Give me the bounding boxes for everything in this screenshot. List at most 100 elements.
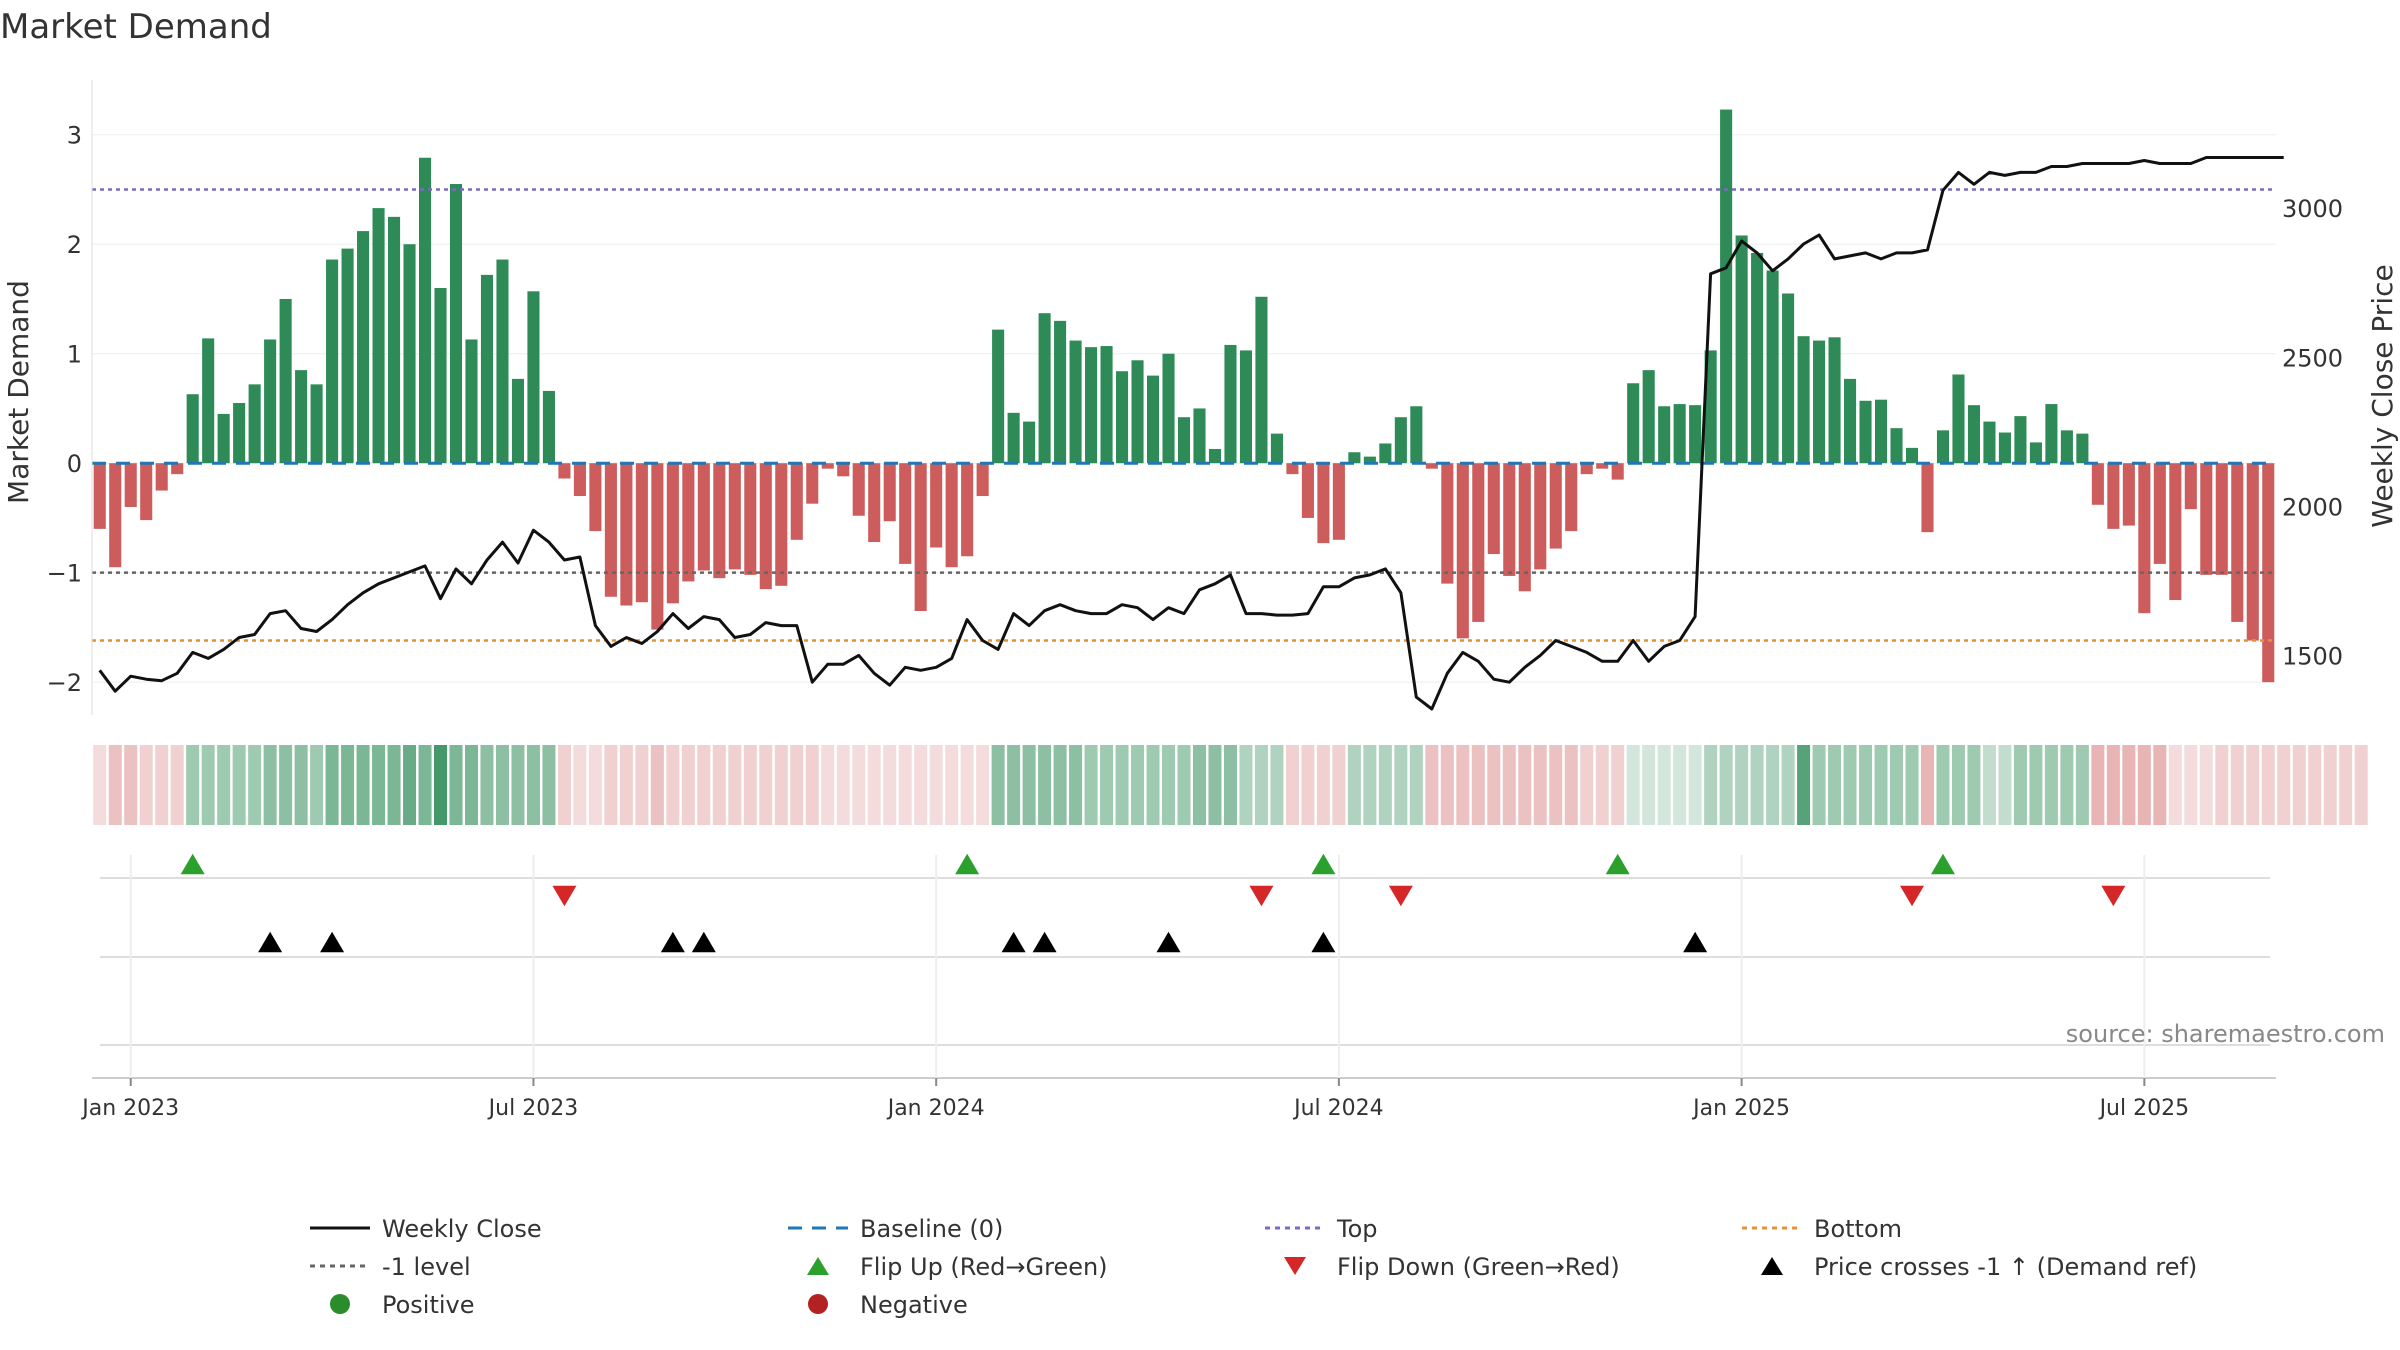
heat-cell — [263, 745, 277, 825]
heat-cell — [1192, 745, 1206, 825]
heat-cell — [1735, 745, 1749, 825]
demand-bar — [1023, 421, 1036, 464]
legend-item: Positive — [330, 1291, 475, 1319]
heat-cell — [976, 745, 990, 825]
demand-bar — [806, 463, 819, 504]
demand-bar — [790, 463, 803, 540]
demand-bar — [1162, 353, 1175, 464]
heat-cell — [1053, 745, 1067, 825]
demand-bar — [1131, 360, 1144, 464]
demand-bar — [217, 413, 230, 464]
heat-cell — [418, 745, 432, 825]
demand-bar — [202, 338, 215, 464]
legend-label: Negative — [860, 1291, 968, 1319]
y-tick-label: 2 — [67, 231, 82, 259]
price-cross-marker — [320, 931, 345, 953]
heat-cell — [1781, 745, 1795, 825]
demand-bar — [1193, 408, 1206, 464]
legend-label: -1 level — [382, 1253, 471, 1281]
demand-bar — [2200, 463, 2213, 575]
heat-cell — [2308, 745, 2322, 825]
demand-bar — [511, 378, 524, 464]
heat-cell — [2261, 745, 2275, 825]
demand-bar — [171, 463, 184, 475]
event-markers — [100, 853, 2270, 1046]
demand-bar — [558, 463, 571, 479]
legend-label: Baseline (0) — [860, 1215, 1003, 1243]
demand-bar — [1673, 404, 1686, 464]
legend-label: Price crosses -1 ↑ (Demand ref) — [1814, 1253, 2197, 1281]
heat-cell — [1440, 745, 1454, 825]
demand-bar — [1627, 383, 1640, 464]
y2-tick-label: 1500 — [2282, 642, 2343, 670]
heat-cell — [1874, 745, 1888, 825]
demand-bar — [1921, 463, 1934, 533]
demand-bar — [2060, 430, 2073, 464]
heat-cell — [774, 745, 788, 825]
legend-item: Bottom — [1742, 1215, 1902, 1243]
heat-cell — [2323, 745, 2337, 825]
flip-down-marker — [1900, 885, 1924, 907]
demand-bar — [279, 298, 292, 464]
demand-heat-strip — [93, 745, 2368, 825]
demand-bar — [945, 463, 958, 568]
heat-cell — [666, 745, 680, 825]
demand-bar — [1317, 463, 1330, 544]
demand-bar — [1394, 417, 1407, 464]
heat-cell — [1487, 745, 1501, 825]
weekly-close-series — [98, 156, 2284, 711]
demand-bar — [2045, 404, 2058, 464]
demand-bar — [418, 157, 432, 464]
demand-bar — [1642, 370, 1655, 464]
legend-item: Flip Down (Green→Red) — [1284, 1253, 1620, 1281]
legend-label: Weekly Close — [382, 1215, 542, 1243]
heat-cell — [2153, 745, 2167, 825]
demand-bar — [697, 463, 710, 571]
demand-bar — [1410, 406, 1423, 464]
heat-cell — [1626, 745, 1640, 825]
demand-bar — [1797, 336, 1810, 464]
demand-bar — [666, 463, 679, 604]
demand-bar — [1658, 406, 1671, 464]
demand-bar — [1813, 340, 1826, 464]
heat-cell — [1131, 745, 1145, 825]
heat-cell — [1270, 745, 1284, 825]
heat-cell — [1100, 745, 1114, 825]
demand-bar — [465, 339, 478, 464]
heat-cell — [557, 745, 571, 825]
y-axis-label: Market Demand — [2, 280, 35, 504]
legend-label: Bottom — [1814, 1215, 1902, 1243]
y-tick-label: 3 — [67, 122, 82, 150]
legend-swatch — [808, 1294, 828, 1314]
demand-axis: 3 2 1 0 −1 −2 — [47, 80, 93, 715]
demand-bar — [604, 463, 617, 597]
heat-cell — [2106, 745, 2120, 825]
legend-label: Flip Down (Green→Red) — [1337, 1253, 1620, 1281]
heat-cell — [1084, 745, 1098, 825]
demand-bar — [1735, 235, 1748, 464]
heat-cell — [1859, 745, 1873, 825]
demand-bar — [2169, 463, 2182, 601]
demand-bar — [1425, 463, 1438, 469]
demand-bar — [1689, 405, 1702, 464]
heat-cell — [1394, 745, 1408, 825]
demand-bar — [1085, 347, 1098, 464]
heat-cell — [650, 745, 664, 825]
demand-bar — [140, 463, 153, 521]
heat-cell — [2013, 745, 2027, 825]
heat-cell — [1564, 745, 1578, 825]
heat-cell — [1456, 745, 1470, 825]
demand-bar — [155, 463, 168, 491]
demand-bar — [1208, 448, 1222, 464]
legend-label: Positive — [382, 1291, 475, 1319]
flip-down-marker — [552, 885, 577, 907]
heat-cell — [1750, 745, 1764, 825]
demand-bar — [1859, 400, 1872, 464]
legend-item: Flip Up (Red→Green) — [807, 1253, 1108, 1281]
heat-cell — [2292, 745, 2306, 825]
heat-cell — [929, 745, 943, 825]
legend-swatch — [807, 1257, 829, 1275]
heat-cell — [93, 745, 107, 825]
legend-item: Top — [1265, 1215, 1378, 1243]
